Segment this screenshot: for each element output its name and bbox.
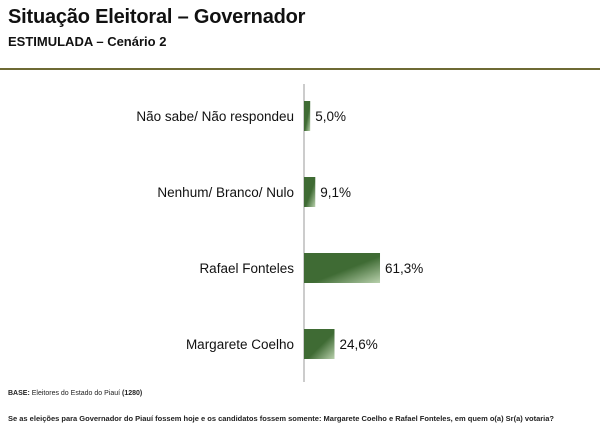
header-divider (0, 68, 600, 70)
bar-chart: Não sabe/ Não respondeu 5,0% Nenhum/ Branc… (136, 84, 423, 382)
category-label: Nenhum/ Branco/ Nulo (157, 185, 294, 200)
base-label: BASE: (8, 390, 30, 397)
bar (304, 101, 311, 131)
category-label: Não sabe/ Não respondeu (136, 109, 294, 124)
base-text: Eleitores do Estado do Piauí (31, 390, 121, 397)
category-label: Rafael Fonteles (199, 261, 294, 276)
value-label: 9,1% (320, 185, 351, 200)
chart-subtitle: ESTIMULADA – Cenário 2 (8, 34, 167, 49)
bar (304, 329, 335, 359)
category-label: Margarete Coelho (186, 337, 294, 352)
value-label: 5,0% (315, 109, 346, 124)
value-label: 61,3% (385, 261, 423, 276)
base-note: BASE: Eleitores do Estado do Piauí (1280… (8, 390, 142, 397)
chart-title: Situação Eleitoral – Governador (8, 6, 306, 28)
base-count: (1280) (122, 390, 143, 397)
bar (304, 253, 381, 283)
survey-question: Se as eleições para Governador do Piauí … (8, 414, 554, 423)
value-label: 24,6% (340, 337, 378, 352)
bar (304, 177, 316, 207)
